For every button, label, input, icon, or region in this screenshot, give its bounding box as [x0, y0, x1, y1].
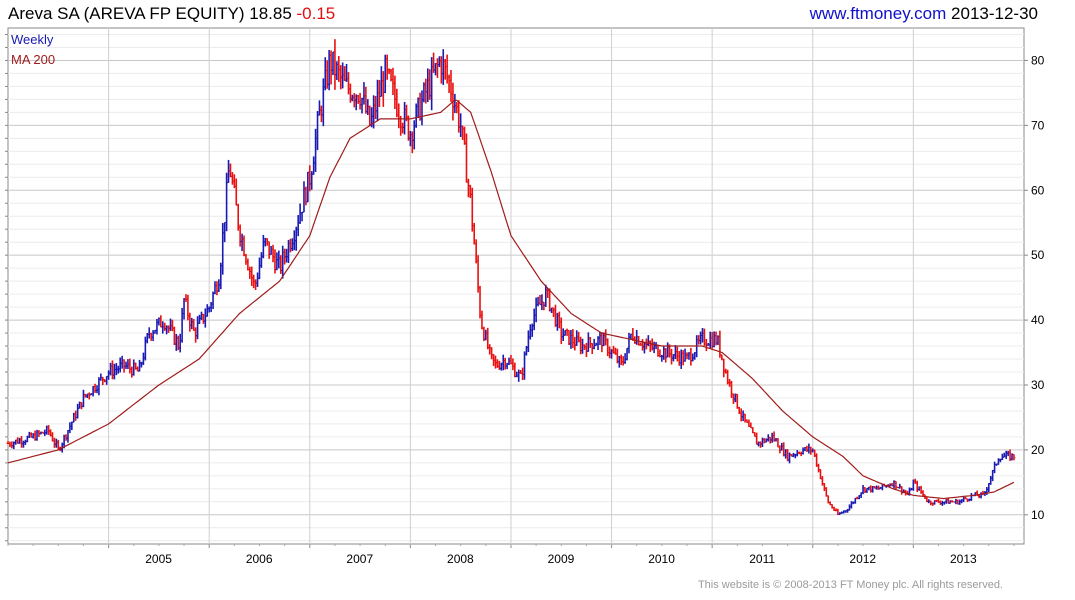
plot-frame: [7, 27, 1025, 545]
chart-date: 2013-12-30: [951, 4, 1038, 23]
x-tick-label: 2005: [145, 552, 172, 566]
grid: [8, 28, 1024, 544]
x-tick-label: 2007: [346, 552, 373, 566]
price-change: -0.15: [296, 4, 336, 23]
security-name: Areva SA (AREVA FP EQUITY): [8, 4, 245, 23]
x-tick-label: 2011: [749, 552, 775, 566]
y-tick-label: 40: [1031, 313, 1045, 327]
x-tick-label: 2012: [849, 552, 876, 566]
legend-weekly: Weekly: [11, 32, 54, 47]
x-tick-label: 2010: [648, 552, 675, 566]
x-tick-label: 2006: [246, 552, 273, 566]
y-tick-label: 50: [1031, 248, 1045, 262]
chart-header-right: www.ftmoney.com 2013-12-30: [810, 4, 1038, 24]
chart-header-left: Areva SA (AREVA FP EQUITY) 18.85 -0.15: [8, 4, 335, 24]
y-tick-label: 20: [1031, 443, 1045, 457]
y-tick-label: 80: [1031, 53, 1045, 67]
last-price: 18.85: [249, 4, 292, 23]
y-tick-label: 60: [1031, 183, 1045, 197]
x-tick-label: 2013: [950, 552, 977, 566]
ma-200-line: [7, 99, 1015, 500]
y-tick-label: 30: [1031, 378, 1045, 392]
ticks: 10 20 30 40 50 60 70 80 2005 2006 2007 2008 2009 2010…: [5, 33, 1045, 566]
legend-ma-200: MA 200: [11, 52, 55, 67]
marks: [6, 39, 1016, 516]
y-tick-label: 70: [1031, 118, 1045, 132]
y-tick-label: 10: [1031, 508, 1045, 522]
copyright-footer: This website is © 2008-2013 FT Money plc…: [697, 579, 1003, 591]
x-tick-label: 2008: [447, 552, 474, 566]
site-link[interactable]: www.ftmoney.com: [809, 4, 947, 23]
x-tick-label: 2009: [548, 552, 575, 566]
